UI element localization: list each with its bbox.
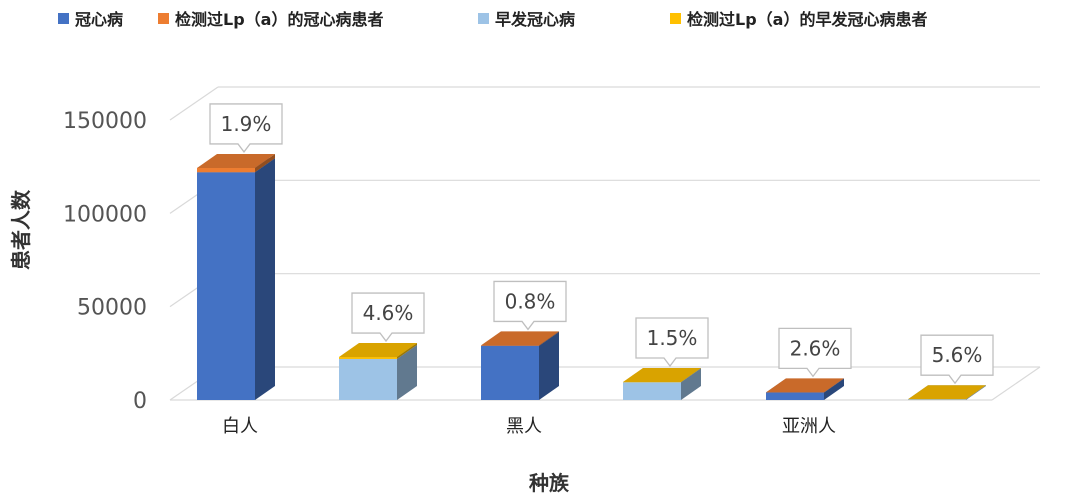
bar-1-1-base-side <box>681 368 701 400</box>
bar-0-1-top-front <box>339 357 397 359</box>
bar-1-0-top-side <box>539 331 559 346</box>
data-label-box <box>493 280 567 331</box>
floor-line <box>991 366 1041 401</box>
data-label-box <box>209 103 283 154</box>
bar-0-0-top-side <box>255 153 275 173</box>
bar-2-0-base-side <box>824 378 844 400</box>
bar-2-1-top <box>908 385 986 400</box>
x-axis-title: 种族 <box>528 471 570 495</box>
y-tick-label: 150000 <box>63 109 147 134</box>
legend-item-premature-chd-lpa: 检测过Lp（a）的早发冠心病患者 <box>670 6 927 30</box>
bar-0-0-top-top <box>197 153 275 168</box>
bar-layer <box>197 153 986 400</box>
y-axis-title: 患者人数 <box>9 189 33 270</box>
legend-label-chd-lpa: 检测过Lp（a）的冠心病患者 <box>175 10 384 29</box>
data-label: 1.5% <box>635 317 709 368</box>
y-tick-label: 100000 <box>63 202 147 227</box>
legend-label-premature-chd-lpa: 检测过Lp（a）的早发冠心病患者 <box>687 10 928 29</box>
grid-layer <box>169 86 1041 401</box>
data-label-box <box>351 292 425 343</box>
bar-1-0-base-front <box>481 345 539 400</box>
bar-1-1-top-top <box>623 367 701 382</box>
category-label: 亚洲人 <box>782 416 836 437</box>
bar-1-1-base-front <box>623 382 681 400</box>
data-label-box <box>635 317 709 368</box>
bar-0-0-top-front <box>197 167 255 173</box>
bar-2-1-top-top <box>908 385 986 400</box>
bar-2-1-base-front <box>908 399 966 400</box>
bar-0-0-base-front <box>197 172 255 400</box>
data-label-box <box>778 327 852 378</box>
bar-2-0-top <box>766 378 844 393</box>
bar-0-1-top-side <box>397 343 417 359</box>
data-label: 0.8% <box>493 280 567 331</box>
y-tick-labels: 0 50000 100000 150000 <box>63 109 147 414</box>
legend-swatch-premature-chd-lpa <box>670 12 681 24</box>
bar-1-0-base-side <box>539 331 559 400</box>
bar-0-0-top <box>197 153 275 173</box>
legend: 冠心病 检测过Lp（a）的冠心病患者 早发冠心病 检测过Lp（a）的早发冠心病患… <box>58 6 1068 30</box>
bar-1-0-top-top <box>481 331 559 346</box>
bar-0-1-base-side <box>397 344 417 400</box>
y-tick-label: 50000 <box>77 296 147 321</box>
bar-0-0-base <box>197 158 275 400</box>
data-label-text: 1.9% <box>221 112 272 136</box>
data-label-text: 4.6% <box>363 301 414 325</box>
bar-2-0-top-top <box>766 378 844 393</box>
category-labels: 白人 黑人 亚洲人 <box>222 416 836 437</box>
legend-swatch-chd <box>58 12 69 24</box>
legend-item-premature-chd: 早发冠心病 <box>478 6 575 30</box>
y-tick-label: 0 <box>133 389 147 414</box>
legend-label-premature-chd: 早发冠心病 <box>495 10 576 29</box>
legend-swatch-chd-lpa <box>158 12 169 24</box>
data-label: 1.9% <box>209 103 283 154</box>
bar-1-1-top-side <box>681 367 701 383</box>
bar-2-1-top-side <box>966 385 986 400</box>
data-label-text: 2.6% <box>790 336 841 360</box>
data-labels: 1.9% 4.6% 0.8% 1.5% 2.6% 5.6% <box>209 103 994 385</box>
legend-swatch-premature-chd <box>478 12 489 24</box>
gridline-diagonal <box>169 86 219 121</box>
bar-2-1-base-side <box>966 385 986 400</box>
data-label-text: 1.5% <box>647 326 698 350</box>
bar-1-1-top <box>623 367 701 383</box>
data-label-text: 5.6% <box>932 343 983 367</box>
bar-0-1-top <box>339 343 417 359</box>
data-label: 4.6% <box>351 292 425 343</box>
bar-2-0-base-front <box>766 392 824 400</box>
category-label: 黑人 <box>506 416 542 437</box>
category-label: 白人 <box>222 416 258 437</box>
data-label: 5.6% <box>920 334 994 385</box>
bar-1-0-top <box>481 331 559 346</box>
data-label: 2.6% <box>778 327 852 378</box>
data-label-text: 0.8% <box>505 289 556 313</box>
bar-0-1-top-top <box>339 343 417 358</box>
bar-0-0-base-side <box>255 158 275 400</box>
legend-item-chd-lpa: 检测过Lp（a）的冠心病患者 <box>158 6 383 30</box>
data-label-box <box>920 334 994 385</box>
bar-2-0-top-side <box>824 378 844 393</box>
legend-label-chd: 冠心病 <box>75 10 124 29</box>
bar-0-1-base-front <box>339 358 397 400</box>
legend-item-chd: 冠心病 <box>58 6 123 30</box>
